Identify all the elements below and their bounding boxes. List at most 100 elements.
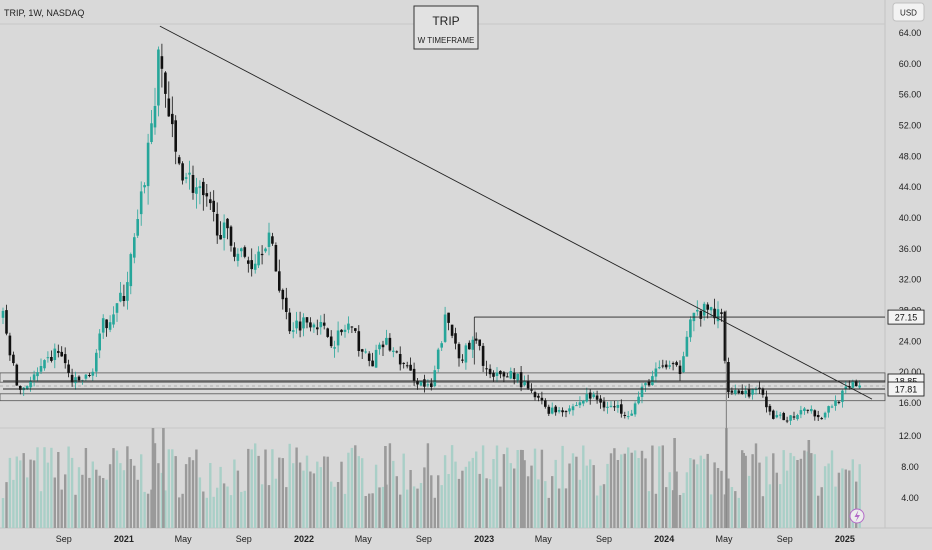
volume-bar <box>32 460 36 528</box>
volume-bar <box>330 481 333 528</box>
candle-body <box>202 181 205 196</box>
candle-body <box>571 406 575 411</box>
volume-bar <box>22 453 25 528</box>
volume-bar <box>254 443 257 528</box>
x-tick-label: Sep <box>416 534 432 544</box>
volume-bar <box>219 466 222 528</box>
x-tick-label: Sep <box>777 534 793 544</box>
volume-bar <box>26 477 29 528</box>
volume-bar <box>623 453 626 528</box>
candle-body <box>74 377 77 384</box>
candle-body <box>730 390 734 393</box>
candle-body <box>706 304 709 310</box>
candle-body <box>19 386 22 390</box>
volume-bar <box>74 494 77 528</box>
candle-body <box>350 326 354 328</box>
candle-body <box>347 323 350 330</box>
candle-body <box>98 333 101 351</box>
candle-body <box>157 49 160 106</box>
volume-bar <box>171 449 174 528</box>
candle-body <box>46 357 50 359</box>
candle-body <box>834 400 837 406</box>
volume-bar <box>336 482 340 528</box>
volume-bar <box>454 461 457 528</box>
candle-body <box>471 339 475 350</box>
candle-body <box>810 409 813 412</box>
volume-bar <box>409 470 412 528</box>
candle-body <box>540 397 544 401</box>
candle-body <box>557 410 561 412</box>
candle-body <box>696 310 699 312</box>
volume-bar <box>810 453 813 528</box>
volume-bar <box>419 483 423 528</box>
volume-bar <box>751 454 754 528</box>
volume-bar <box>222 483 226 528</box>
volume-bar <box>430 475 433 528</box>
candle-body <box>381 344 385 348</box>
candle-body <box>1 310 5 318</box>
volume-bar <box>651 445 654 528</box>
volume-bar <box>81 474 84 528</box>
volume-bar <box>60 489 63 528</box>
currency-button[interactable]: USD <box>892 2 925 22</box>
candle-body <box>713 308 716 319</box>
volume-bar <box>716 468 720 528</box>
candlesticks <box>1 43 861 528</box>
candle-body <box>398 354 402 365</box>
candle-body <box>388 337 392 351</box>
volume-bar <box>540 449 544 528</box>
lightning-icon[interactable] <box>849 508 865 524</box>
volume-bar <box>820 487 823 528</box>
volume-bar <box>423 467 426 528</box>
volume-bar <box>105 479 108 528</box>
volume-bar <box>720 470 723 528</box>
volume-bar <box>406 489 409 528</box>
volume-bar <box>599 485 602 528</box>
volume-bar <box>803 450 806 528</box>
volume-bar <box>457 478 461 528</box>
trendline <box>159 25 873 400</box>
volume-bar <box>91 461 94 528</box>
candle-body <box>765 396 768 408</box>
volume-bar <box>813 454 816 528</box>
candle-body <box>416 381 419 385</box>
volume-bar <box>133 465 136 528</box>
candle-body <box>830 406 834 408</box>
x-tick-label: May <box>355 534 373 544</box>
candle-body <box>737 390 741 393</box>
volume-bar <box>274 478 278 528</box>
candle-body <box>392 350 395 352</box>
volume-bar <box>371 493 374 528</box>
candle-body <box>758 387 761 389</box>
candle-body <box>754 389 758 391</box>
candle-body <box>426 384 430 386</box>
candle-body <box>25 386 29 389</box>
candle-body <box>671 363 675 365</box>
annotation-box[interactable]: TRIP W TIMEFRAME <box>413 5 479 50</box>
candle-body <box>647 381 651 386</box>
volume-bar <box>765 456 768 528</box>
volume-bar <box>464 466 468 528</box>
candle-body <box>792 416 796 418</box>
candle-body <box>495 372 499 376</box>
volume-bar <box>437 475 440 528</box>
volume-bar <box>488 479 492 528</box>
candle-body <box>626 416 630 418</box>
volume-bar <box>57 452 60 528</box>
candle-body <box>457 344 461 359</box>
volume-bar <box>799 458 803 528</box>
volume-bar <box>216 487 219 528</box>
volume-bar <box>136 479 139 528</box>
candle-body <box>485 368 488 370</box>
volume-bar <box>685 472 689 528</box>
volume-bar <box>533 448 537 528</box>
volume-bar <box>381 486 385 528</box>
candle-body <box>412 368 416 382</box>
volume-bar <box>523 460 526 528</box>
volume-bar <box>88 477 91 528</box>
candle-body <box>616 405 620 408</box>
volume-bar <box>140 454 143 528</box>
volume-bar <box>374 464 378 528</box>
